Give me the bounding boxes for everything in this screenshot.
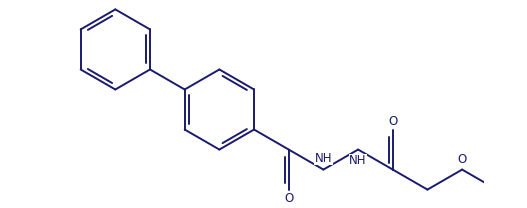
Text: O: O	[284, 192, 294, 205]
Text: NH: NH	[349, 154, 367, 167]
Text: NH: NH	[315, 152, 332, 165]
Text: O: O	[457, 153, 467, 166]
Text: O: O	[388, 115, 397, 128]
